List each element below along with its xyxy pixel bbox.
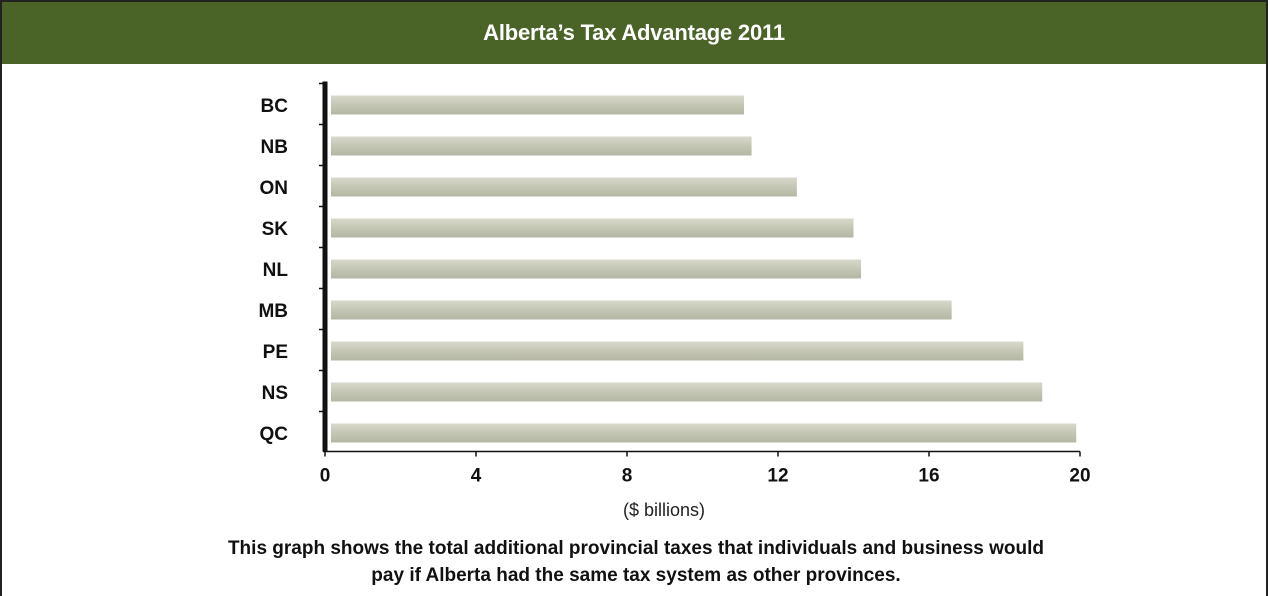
bar-nb (331, 136, 752, 156)
bar-mb (331, 300, 952, 320)
x-axis-label: ($ billions) (623, 500, 705, 520)
category-labels: BC NB ON SK NL MB PE NS QC (258, 96, 288, 445)
x-tick-label-20: 20 (1069, 466, 1090, 487)
title-bar: Alberta’s Tax Advantage 2011 (2, 2, 1266, 64)
chart-title: Alberta’s Tax Advantage 2011 (483, 20, 785, 45)
category-label-nl: NL (263, 260, 289, 281)
chart-caption: This graph shows the total additional pr… (2, 535, 1270, 589)
category-label-sk: SK (262, 219, 289, 240)
category-label-nb: NB (261, 137, 288, 158)
bar-sk (331, 218, 854, 238)
axis-layer (319, 81, 1081, 457)
caption-line-2: pay if Alberta had the same tax system a… (371, 565, 901, 586)
bars-layer (331, 95, 1077, 443)
category-label-mb: MB (258, 301, 288, 322)
bar-chart: BC NB ON SK NL MB PE NS QC 0 4 8 12 16 20 ($ billions… (258, 81, 1091, 520)
bar-qc (331, 423, 1077, 443)
category-label-ns: NS (262, 383, 288, 404)
x-tick-label-4: 4 (471, 466, 482, 487)
x-tick-label-8: 8 (622, 466, 633, 487)
bar-bc (331, 95, 745, 115)
x-tick-label-12: 12 (767, 466, 788, 487)
x-tick-labels: 0 4 8 12 16 20 (320, 466, 1091, 487)
bar-on (331, 177, 797, 197)
category-label-pe: PE (263, 342, 288, 363)
category-label-on: ON (260, 178, 289, 199)
x-tick-label-0: 0 (320, 466, 331, 487)
bar-pe (331, 341, 1024, 361)
caption-line-1: This graph shows the total additional pr… (227, 538, 1045, 559)
bar-nl (331, 259, 862, 279)
category-label-bc: BC (261, 96, 289, 117)
bar-ns (331, 382, 1043, 402)
x-tick-label-16: 16 (918, 466, 939, 487)
category-label-qc: QC (260, 424, 289, 445)
